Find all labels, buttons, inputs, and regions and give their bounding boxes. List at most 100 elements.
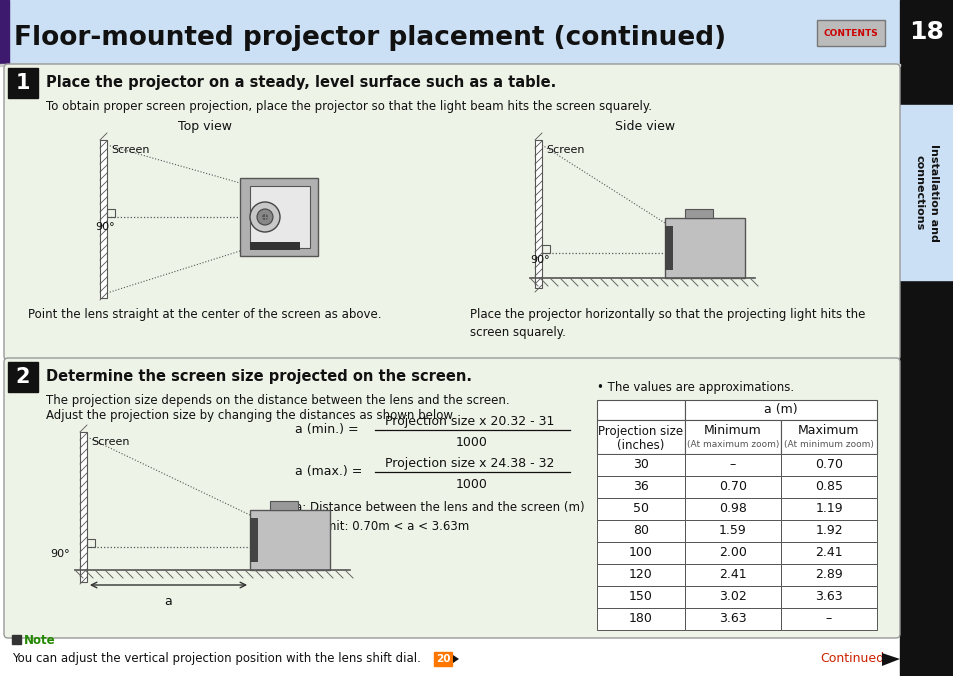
Circle shape xyxy=(262,214,268,220)
Bar xyxy=(541,245,550,253)
Text: (At minimum zoom): (At minimum zoom) xyxy=(783,439,873,448)
Bar xyxy=(781,476,876,498)
Bar xyxy=(597,476,684,498)
Bar xyxy=(597,564,684,586)
Text: You can adjust the vertical projection position with the lens shift dial.: You can adjust the vertical projection p… xyxy=(12,652,420,665)
Text: 180: 180 xyxy=(628,612,652,625)
Text: Place the projector on a steady, level surface such as a table.: Place the projector on a steady, level s… xyxy=(46,76,556,91)
Bar xyxy=(80,432,87,582)
Bar xyxy=(597,454,684,476)
Bar xyxy=(107,209,115,217)
Text: Point the lens straight at the center of the screen as above.: Point the lens straight at the center of… xyxy=(28,308,381,321)
Text: Screen: Screen xyxy=(545,145,584,155)
Text: • The values are approximations.: • The values are approximations. xyxy=(597,381,793,395)
Text: CONTENTS: CONTENTS xyxy=(822,28,878,37)
Text: Limit: 0.70m < a < 3.63m: Limit: 0.70m < a < 3.63m xyxy=(314,519,469,533)
Polygon shape xyxy=(453,655,458,663)
Text: 0.98: 0.98 xyxy=(719,502,746,516)
Text: Minimum: Minimum xyxy=(703,423,761,437)
Bar xyxy=(597,400,684,420)
Text: 3.63: 3.63 xyxy=(814,591,841,604)
Bar xyxy=(597,498,684,520)
Text: 1000: 1000 xyxy=(456,435,487,448)
Bar xyxy=(684,400,876,420)
Text: Floor-mounted projector placement (continued): Floor-mounted projector placement (conti… xyxy=(14,25,725,51)
Text: 50: 50 xyxy=(633,502,648,516)
Text: 20: 20 xyxy=(436,654,450,664)
Text: 2: 2 xyxy=(16,367,30,387)
Text: 120: 120 xyxy=(628,569,652,581)
Text: 2.41: 2.41 xyxy=(814,546,841,560)
Polygon shape xyxy=(882,653,899,666)
Text: Projection size x 20.32 - 31: Projection size x 20.32 - 31 xyxy=(385,414,554,427)
Bar xyxy=(816,20,884,46)
Bar xyxy=(684,564,781,586)
FancyBboxPatch shape xyxy=(4,358,899,638)
Text: Continued: Continued xyxy=(820,652,883,665)
Text: 3.63: 3.63 xyxy=(719,612,746,625)
Bar xyxy=(899,0,953,676)
Bar xyxy=(781,542,876,564)
Text: –: – xyxy=(729,458,736,471)
Text: 2.41: 2.41 xyxy=(719,569,746,581)
Bar xyxy=(8,362,38,392)
Bar xyxy=(684,454,781,476)
Text: Screen: Screen xyxy=(91,437,130,447)
Bar xyxy=(781,520,876,542)
Text: 1.59: 1.59 xyxy=(719,525,746,537)
Text: (At maximum zoom): (At maximum zoom) xyxy=(686,439,779,448)
Text: Projection size x 24.38 - 32: Projection size x 24.38 - 32 xyxy=(385,456,554,470)
Text: 18: 18 xyxy=(908,20,943,44)
Bar xyxy=(270,501,297,510)
Bar xyxy=(8,68,38,98)
Bar xyxy=(0,0,9,64)
Text: 2.00: 2.00 xyxy=(719,546,746,560)
Text: 36: 36 xyxy=(633,481,648,493)
Bar xyxy=(12,635,21,644)
Text: 0.85: 0.85 xyxy=(814,481,842,493)
Bar xyxy=(100,140,107,298)
Bar xyxy=(250,242,299,250)
Bar xyxy=(781,454,876,476)
Bar xyxy=(597,586,684,608)
Text: 30: 30 xyxy=(633,458,648,471)
Text: 0.70: 0.70 xyxy=(719,481,746,493)
Bar xyxy=(684,420,781,454)
Text: Screen: Screen xyxy=(111,145,150,155)
Text: 100: 100 xyxy=(628,546,652,560)
Text: Side view: Side view xyxy=(615,120,675,133)
Bar xyxy=(684,586,781,608)
Text: 3.02: 3.02 xyxy=(719,591,746,604)
Bar xyxy=(781,564,876,586)
Text: 2.89: 2.89 xyxy=(814,569,842,581)
Text: –: – xyxy=(825,612,831,625)
Bar xyxy=(240,178,317,256)
Text: To obtain proper screen projection, place the projector so that the light beam h: To obtain proper screen projection, plac… xyxy=(46,100,651,113)
Bar xyxy=(899,105,953,280)
Text: 90°: 90° xyxy=(530,255,549,265)
Text: 1: 1 xyxy=(16,73,30,93)
Bar xyxy=(781,498,876,520)
Text: 0.70: 0.70 xyxy=(814,458,842,471)
Text: 80: 80 xyxy=(633,525,648,537)
Text: a (max.) =: a (max.) = xyxy=(294,466,362,479)
Bar xyxy=(597,420,684,454)
Text: Determine the screen size projected on the screen.: Determine the screen size projected on t… xyxy=(46,370,472,385)
Bar xyxy=(250,518,257,562)
Bar xyxy=(684,209,712,218)
Text: Top view: Top view xyxy=(178,120,232,133)
Bar xyxy=(684,542,781,564)
Text: 1.92: 1.92 xyxy=(814,525,841,537)
Bar xyxy=(597,542,684,564)
Bar xyxy=(535,140,541,288)
Text: Adjust the projection size by changing the distances as shown below.: Adjust the projection size by changing t… xyxy=(46,409,456,422)
Bar xyxy=(781,586,876,608)
Bar xyxy=(664,218,744,278)
Bar xyxy=(597,520,684,542)
Text: 1000: 1000 xyxy=(456,477,487,491)
Text: a: Distance between the lens and the screen (m): a: Distance between the lens and the scr… xyxy=(294,502,584,514)
Bar xyxy=(0,64,899,66)
Text: Projection size: Projection size xyxy=(598,425,683,437)
Bar xyxy=(684,520,781,542)
Text: 150: 150 xyxy=(628,591,652,604)
